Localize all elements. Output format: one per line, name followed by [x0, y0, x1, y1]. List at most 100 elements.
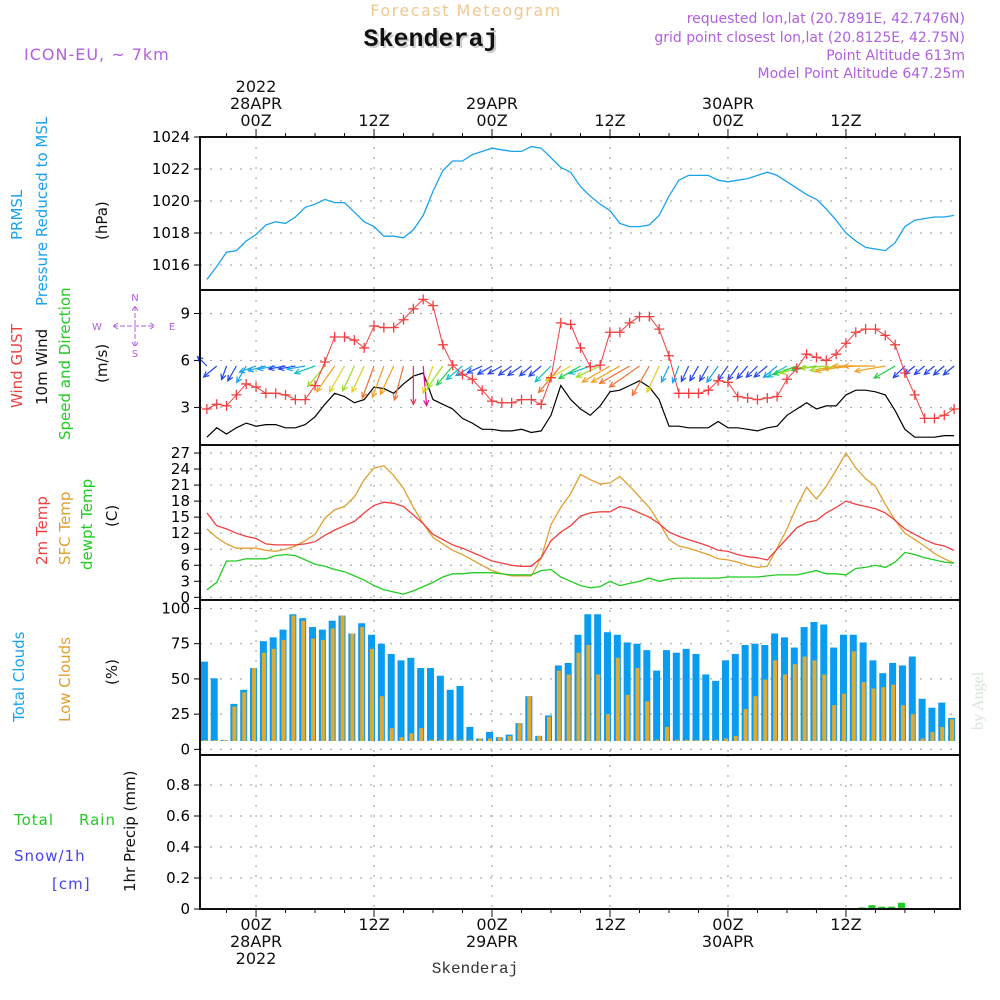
low-cloud-bar [841, 693, 846, 741]
top-time-label: 12Z [830, 111, 861, 130]
gust-marker [231, 389, 242, 400]
gust-marker [359, 342, 370, 353]
wind-arrow [422, 365, 430, 408]
total-cloud-bar [928, 707, 936, 741]
snow-label: Snow/1h [14, 847, 86, 865]
y-tick-label: 100 [161, 599, 190, 617]
wind-arrow [923, 365, 935, 376]
low-cloud-bar [556, 670, 561, 741]
wind-arrow [518, 365, 532, 377]
y-tick-label: 1018 [152, 224, 190, 242]
point-altitude: Point Altitude 613m [826, 48, 965, 64]
wind-arrow [285, 365, 306, 372]
gust-marker [899, 367, 910, 378]
gust-marker [329, 331, 340, 342]
low-cloud-bar [370, 648, 375, 741]
wind-arrow [608, 365, 640, 388]
wind10m-line [206, 372, 955, 438]
wind-arrow-shaft [342, 365, 355, 392]
precip-axis-labels: Total Rain Snow/1h [cm] 1hr Precip (mm) [13, 771, 139, 893]
low-cloud-bar [655, 739, 660, 741]
gust-marker [693, 388, 704, 399]
wind-arrow-shaft [239, 365, 257, 373]
low-cloud-bar [881, 687, 886, 741]
celsius-unit-label: (C) [103, 505, 121, 527]
2m-temp-label: 2m Temp [33, 496, 51, 565]
wind-arrow-shaft [745, 365, 758, 378]
total-cloud-bar [377, 643, 385, 741]
gust-marker [713, 375, 724, 386]
percent-unit-label: (%) [103, 659, 121, 685]
gust-marker [762, 393, 773, 404]
low-cloud-bar [684, 739, 689, 741]
wind-arrow [766, 365, 788, 378]
low-cloud-bar [782, 674, 787, 741]
wind-arrow-shaft [221, 365, 228, 380]
total-cloud-bar [466, 726, 474, 741]
wind-arrow-head-icon [537, 386, 545, 394]
low-cloud-bar [291, 615, 296, 741]
y-tick-label: 0 [180, 900, 190, 918]
low-cloud-bar [723, 738, 728, 741]
gust-marker [545, 372, 556, 383]
y-tick-label: 3 [180, 398, 190, 416]
prmsl-label: PRMSL [8, 189, 26, 240]
wind-arrow-shaft [534, 365, 552, 383]
gust-marker [791, 363, 802, 374]
wind-arrow-head-icon [831, 362, 839, 370]
total-cloud-bar [407, 657, 415, 741]
y-tick-label: 6 [180, 556, 190, 574]
wind-arrow [528, 365, 542, 378]
total-cloud-bar [721, 660, 729, 741]
dewpt-line [206, 551, 955, 595]
wind-arrow-shaft [519, 365, 532, 377]
wind-arrow-head-icon [568, 368, 576, 375]
gust-marker [870, 324, 881, 335]
low-cloud-bar [311, 638, 316, 741]
gust-line [206, 298, 955, 419]
wind-arrow-shaft [736, 365, 749, 379]
low-cloud-bar [596, 674, 601, 741]
requested-coords: requested lon,lat (20.7891E, 42.7476N) [687, 11, 965, 27]
y-tick-label: 27 [171, 444, 190, 462]
total-cloud-bar [210, 678, 218, 741]
low-cloud-bar [615, 657, 620, 741]
wind-arrow-head-icon [238, 367, 246, 374]
wind-arrow-shaft [558, 365, 581, 379]
wind-arrow-shaft [487, 365, 503, 375]
wind-arrow-head-icon [236, 376, 243, 384]
model-point-altitude: Model Point Altitude 647.25m [758, 66, 965, 82]
total-cloud-bar [672, 652, 680, 741]
total-cloud-bar [417, 668, 425, 741]
gust-marker [369, 321, 380, 332]
bottom-time-label: 30APR [702, 932, 754, 951]
gust-marker [781, 374, 792, 385]
wind-arrow-shaft [393, 365, 405, 401]
bottom-time-label: 12Z [594, 915, 625, 934]
y-tick-label: 1016 [152, 256, 190, 274]
bottom-time-label: 29APR [466, 932, 518, 951]
wind-arrow-shaft [576, 365, 601, 378]
gust-marker [644, 311, 655, 322]
gust-marker [270, 388, 281, 399]
wind-arrow-head-icon [466, 367, 474, 374]
wind-arrow-head-icon [660, 376, 667, 384]
wind-arrow [753, 365, 768, 378]
wind-arrow [435, 365, 454, 387]
low-cloud-bar [832, 705, 837, 741]
gust-marker [929, 413, 940, 424]
wind-arrow-shaft [498, 365, 513, 376]
gust-marker [290, 394, 301, 405]
y-tick-label: 3 [180, 572, 190, 590]
low-cloud-bar [350, 633, 355, 741]
gust-marker [919, 413, 930, 424]
gust-marker [300, 394, 311, 405]
wind-arrow-shaft [538, 365, 562, 393]
gust-marker [339, 331, 350, 342]
gust-marker [477, 385, 488, 396]
wind-arrow [575, 365, 601, 378]
total-cloud-bar [702, 674, 710, 741]
gust-marker [516, 394, 527, 405]
